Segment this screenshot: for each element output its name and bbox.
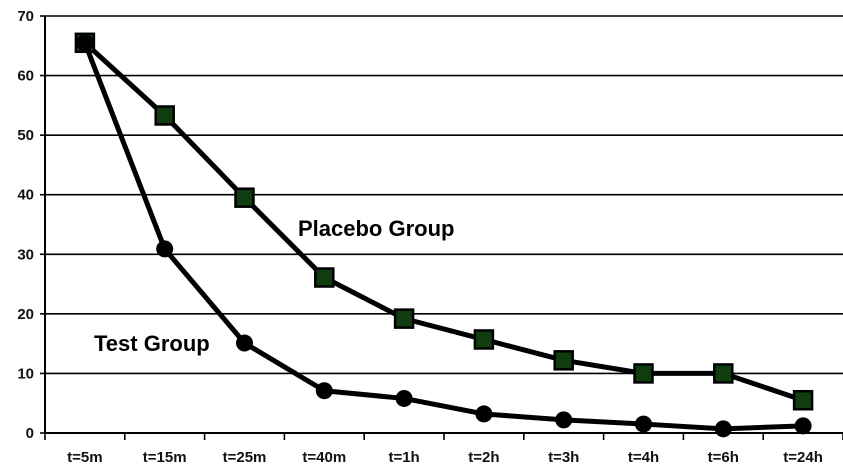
series-label-test: Test Group — [94, 331, 210, 356]
y-tick-labels: 0 10 20 30 40 50 60 70 — [17, 8, 34, 442]
y-tick-label: 60 — [17, 68, 34, 85]
y-tick-label: 20 — [17, 306, 34, 323]
x-tick-label: t=15m — [143, 449, 187, 466]
data-point-circle — [76, 34, 94, 52]
y-tick-label: 30 — [17, 246, 34, 263]
data-point-square — [234, 187, 255, 208]
data-point-square — [713, 363, 734, 384]
x-tick-label: t=5m — [67, 449, 102, 466]
data-point-square — [792, 389, 814, 411]
axes — [40, 15, 843, 440]
data-point-square — [393, 308, 415, 329]
grid — [45, 15, 843, 375]
data-point-circle — [475, 405, 493, 423]
x-tick-label: t=3h — [548, 449, 579, 466]
x-tick-label: t=6h — [708, 449, 739, 466]
x-tick-label: t=2h — [468, 449, 499, 466]
data-point-circle — [315, 382, 333, 400]
series-label-placebo: Placebo Group — [298, 216, 454, 241]
series-test — [76, 34, 812, 438]
data-point-circle — [236, 334, 253, 352]
y-tick-label: 40 — [17, 187, 34, 204]
data-point-circle — [555, 411, 573, 429]
y-tick-label: 70 — [17, 8, 34, 25]
data-point-circle — [635, 415, 652, 433]
series-line — [82, 41, 804, 432]
x-tick-label: t=24h — [783, 449, 823, 466]
series-line — [83, 40, 804, 403]
data-point-circle — [395, 389, 413, 407]
series-labels: Placebo Group Test Group — [94, 216, 454, 356]
data-point-square — [314, 267, 335, 288]
x-tick-label: t=1h — [388, 449, 419, 466]
x-tick-label: t=40m — [302, 449, 346, 466]
x-tick-label: t=4h — [628, 449, 659, 466]
data-point-square — [154, 105, 175, 126]
y-tick-label: 50 — [17, 127, 34, 144]
data-point-square — [473, 329, 495, 350]
data-point-square — [633, 363, 654, 384]
x-tick-label: t=25m — [223, 449, 267, 466]
series — [74, 32, 814, 438]
data-point-circle — [714, 420, 732, 438]
data-point-circle — [794, 417, 812, 435]
x-tick-labels: t=5m t=15m t=25m t=40m t=1h t=2h t=3h t=4h t=6h t… — [67, 449, 823, 466]
y-tick-label: 10 — [17, 365, 34, 382]
data-point-circle — [156, 240, 174, 258]
y-tick-label: 0 — [26, 425, 34, 442]
data-point-square — [553, 350, 574, 371]
